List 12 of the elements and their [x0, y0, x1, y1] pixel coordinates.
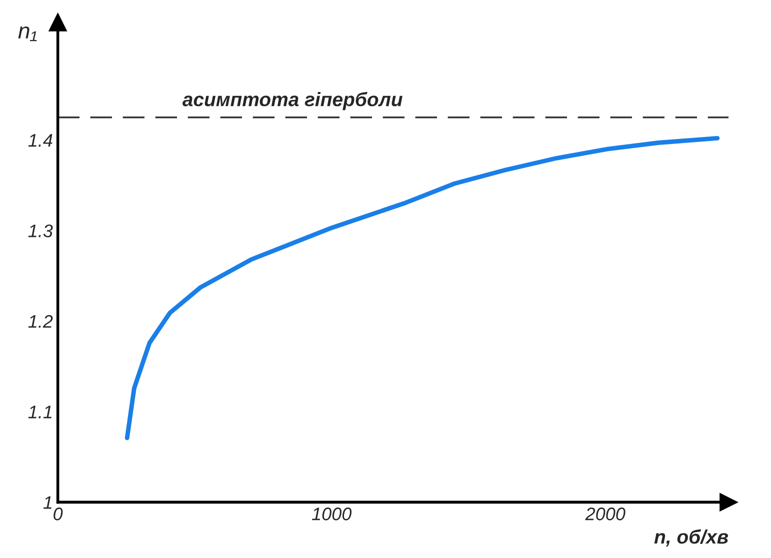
x-tick-label: 1000 [312, 508, 352, 520]
y-tick-label: 1.2 [28, 315, 53, 328]
line-series [124, 136, 720, 440]
ref-line-label: асимптота гіперболи [182, 92, 402, 110]
y-tick-label: 1 [43, 496, 52, 509]
y-tick-label: 1.3 [28, 224, 53, 238]
x-tick-label: 2000 [585, 508, 626, 520]
y-tick-label: 1.1 [28, 406, 52, 418]
x-tick-label: 0 [54, 508, 63, 520]
x-axis-title: n, об/хв [654, 529, 728, 547]
y-tick-label: 1.4 [28, 134, 52, 147]
y-axis-title: n₁ [18, 26, 37, 42]
